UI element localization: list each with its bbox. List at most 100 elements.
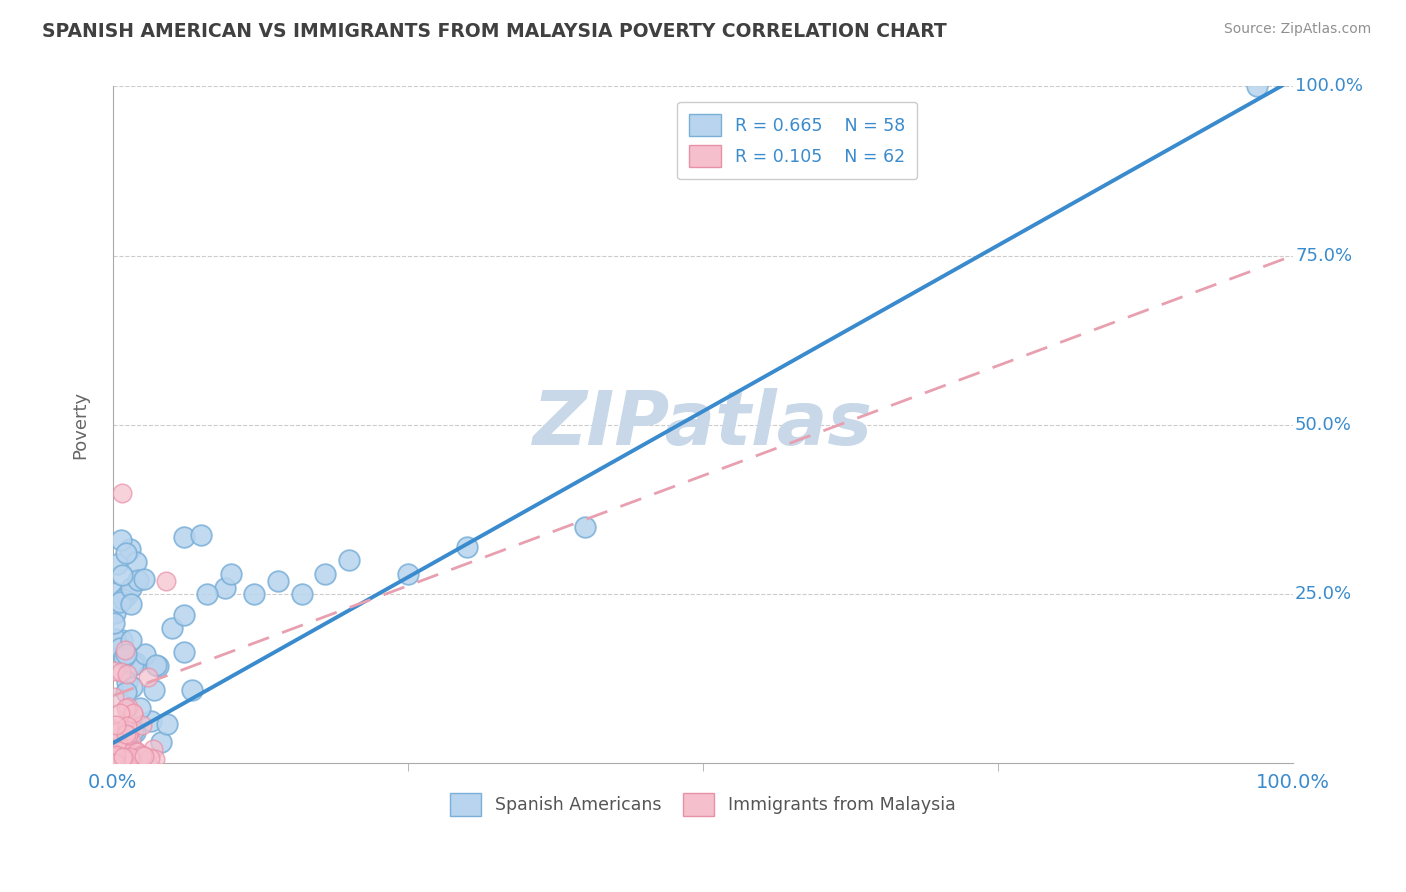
Point	[107, 724, 129, 739]
Text: 75.0%: 75.0%	[1295, 247, 1353, 265]
Point	[127, 745, 149, 759]
Point	[291, 587, 314, 601]
Point	[127, 573, 149, 587]
Point	[337, 553, 360, 567]
Point	[115, 667, 138, 681]
Point	[134, 647, 156, 661]
Point	[120, 581, 142, 595]
Point	[111, 632, 134, 647]
Point	[104, 756, 127, 770]
Point	[155, 574, 177, 588]
Point	[173, 607, 195, 622]
Point	[107, 749, 129, 764]
Point	[114, 648, 136, 662]
Point	[103, 751, 125, 765]
Point	[105, 747, 128, 762]
Point	[103, 754, 125, 768]
Text: 100.0%: 100.0%	[1295, 78, 1362, 95]
Point	[105, 755, 128, 769]
Point	[108, 706, 131, 720]
Point	[122, 706, 145, 721]
Point	[104, 632, 127, 647]
Point	[103, 731, 125, 746]
Text: SPANISH AMERICAN VS IMMIGRANTS FROM MALAYSIA POVERTY CORRELATION CHART: SPANISH AMERICAN VS IMMIGRANTS FROM MALA…	[42, 22, 946, 41]
Point	[111, 749, 134, 764]
Point	[108, 594, 131, 608]
Point	[145, 658, 167, 673]
Point	[173, 644, 195, 658]
Point	[396, 566, 419, 581]
Legend: Spanish Americans, Immigrants from Malaysia: Spanish Americans, Immigrants from Malay…	[443, 787, 962, 822]
Point	[108, 641, 131, 656]
Point	[138, 750, 160, 764]
Point	[110, 665, 132, 679]
Point	[105, 747, 128, 762]
Point	[180, 683, 202, 698]
Point	[108, 750, 131, 764]
Point	[112, 738, 135, 752]
Point	[155, 717, 177, 731]
Point	[122, 658, 145, 673]
Point	[110, 533, 132, 547]
Point	[120, 744, 142, 758]
Point	[122, 656, 145, 670]
Text: 25.0%: 25.0%	[1295, 585, 1353, 603]
Y-axis label: Poverty: Poverty	[72, 391, 89, 459]
Point	[120, 632, 142, 647]
Point	[314, 566, 336, 581]
Point	[103, 755, 125, 769]
Point	[105, 753, 128, 767]
Point	[120, 723, 142, 737]
Point	[105, 724, 128, 739]
Point	[114, 740, 136, 755]
Point	[118, 541, 141, 556]
Point	[103, 750, 125, 764]
Text: ZIPatlas: ZIPatlas	[533, 388, 873, 461]
Point	[219, 566, 242, 581]
Point	[160, 621, 183, 635]
Point	[115, 700, 138, 714]
Point	[135, 756, 157, 771]
Point	[118, 752, 141, 766]
Point	[267, 574, 290, 588]
Point	[103, 726, 125, 740]
Point	[243, 587, 266, 601]
Point	[574, 519, 596, 533]
Point	[103, 738, 125, 752]
Point	[114, 753, 136, 767]
Point	[214, 581, 236, 595]
Point	[115, 719, 138, 733]
Point	[103, 690, 125, 705]
Point	[142, 683, 165, 698]
Point	[129, 700, 152, 714]
Point	[120, 597, 142, 611]
Point	[190, 528, 212, 542]
Point	[131, 718, 153, 732]
Point	[125, 744, 148, 758]
Point	[111, 485, 134, 500]
Point	[105, 753, 128, 767]
Point	[146, 658, 169, 673]
Point	[107, 749, 129, 764]
Point	[132, 748, 155, 763]
Point	[136, 670, 159, 684]
Point	[143, 752, 166, 766]
Point	[105, 749, 128, 764]
Point	[195, 587, 218, 601]
Point	[107, 734, 129, 748]
Point	[124, 725, 146, 739]
Point	[142, 742, 165, 756]
Point	[112, 752, 135, 766]
Point	[1246, 79, 1268, 94]
Point	[114, 643, 136, 657]
Point	[111, 591, 134, 606]
Text: Source: ZipAtlas.com: Source: ZipAtlas.com	[1223, 22, 1371, 37]
Point	[104, 606, 127, 620]
Point	[107, 735, 129, 749]
Point	[104, 586, 127, 600]
Point	[105, 718, 128, 732]
Point	[105, 557, 128, 571]
Point	[456, 540, 478, 554]
Point	[111, 751, 134, 765]
Point	[121, 724, 143, 739]
